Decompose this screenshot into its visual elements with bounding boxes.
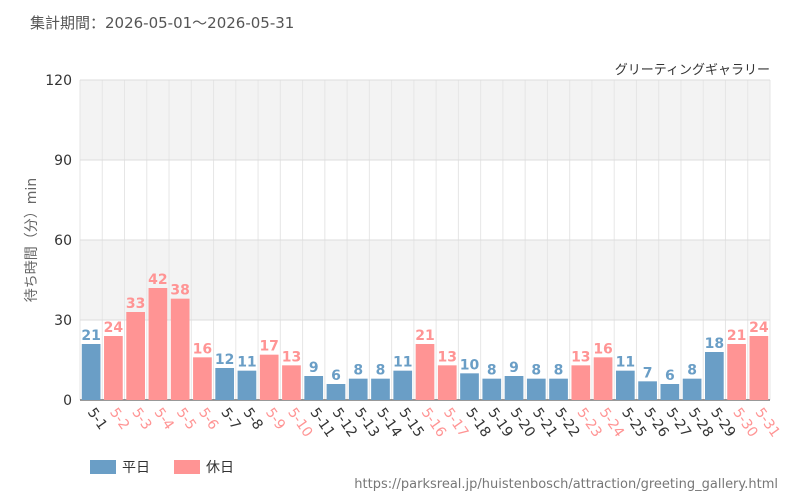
bar <box>526 378 546 400</box>
x-tick-label: 5-4 <box>151 405 177 433</box>
bar <box>660 384 680 400</box>
bar <box>593 357 613 400</box>
value-label: 8 <box>353 363 363 379</box>
grid-band <box>80 80 770 160</box>
bar <box>460 373 479 400</box>
value-label: 11 <box>616 355 635 371</box>
value-label: 8 <box>687 363 697 379</box>
bar <box>437 365 457 400</box>
x-tick-label: 5-9 <box>262 405 288 433</box>
x-tick-label: 5-8 <box>240 405 266 433</box>
value-label: 6 <box>331 368 341 384</box>
source: https://parksreal.jp/huistenbosch/attrac… <box>354 477 778 492</box>
value-label: 13 <box>438 349 457 365</box>
x-tick-label: 5-6 <box>195 405 221 433</box>
value-label: 21 <box>415 328 434 344</box>
bar <box>727 344 746 400</box>
x-tick-label: 5-2 <box>106 405 132 433</box>
value-label: 16 <box>193 341 212 357</box>
bar <box>615 370 635 400</box>
bar <box>682 378 702 400</box>
value-label: 11 <box>393 355 412 371</box>
bar <box>415 344 435 400</box>
bar <box>259 354 279 400</box>
legend-label: 休日 <box>206 460 234 476</box>
bar <box>104 336 123 400</box>
value-label: 8 <box>554 363 564 379</box>
x-tick-label: 5-3 <box>128 405 154 433</box>
legend-swatch <box>174 460 200 474</box>
bar <box>482 378 502 400</box>
grid-band <box>80 240 770 320</box>
value-label: 42 <box>148 272 167 288</box>
value-label: 9 <box>509 360 519 376</box>
bar <box>549 378 568 400</box>
value-label: 33 <box>126 296 145 312</box>
bar <box>504 376 524 400</box>
x-tick-label: 5-5 <box>173 405 199 433</box>
bar <box>126 312 145 400</box>
value-label: 8 <box>376 363 386 379</box>
value-label: 13 <box>571 349 590 365</box>
value-label: 9 <box>309 360 319 376</box>
value-label: 8 <box>487 363 497 379</box>
bar <box>215 368 235 400</box>
bar <box>282 365 301 400</box>
bar <box>705 352 724 400</box>
value-label: 8 <box>531 363 541 379</box>
bar <box>326 384 346 400</box>
value-label: 24 <box>749 320 769 336</box>
bar <box>371 378 390 400</box>
bar <box>638 381 657 400</box>
value-label: 18 <box>705 336 724 352</box>
y-tick-label: 90 <box>54 153 72 169</box>
y-tick-label: 120 <box>45 73 72 89</box>
bar <box>81 344 101 400</box>
chart-subtitle: グリーティングギャラリー <box>615 63 770 78</box>
value-label: 21 <box>727 328 746 344</box>
x-tick-label: 5-7 <box>217 405 243 433</box>
bar <box>749 336 769 400</box>
value-label: 17 <box>259 339 278 355</box>
bar <box>571 365 591 400</box>
y-axis-label: 待ち時間（分）min <box>24 178 40 302</box>
value-label: 16 <box>593 341 612 357</box>
bar <box>148 288 168 400</box>
value-label: 21 <box>81 328 100 344</box>
value-label: 24 <box>104 320 124 336</box>
value-label: 7 <box>643 365 653 381</box>
x-tick-label: 5-31 <box>752 405 783 440</box>
value-label: 12 <box>215 352 234 368</box>
y-tick-label: 0 <box>63 393 72 409</box>
x-tick-label: 5-1 <box>84 405 110 433</box>
value-label: 10 <box>460 357 480 373</box>
bar <box>237 370 257 400</box>
bar <box>304 376 324 400</box>
value-label: 38 <box>170 283 189 299</box>
legend-swatch <box>90 460 116 474</box>
value-label: 6 <box>665 368 675 384</box>
bar <box>170 298 190 400</box>
y-tick-label: 60 <box>54 233 72 249</box>
y-tick-label: 30 <box>54 313 72 329</box>
value-label: 13 <box>282 349 301 365</box>
value-label: 11 <box>237 355 256 371</box>
bar <box>393 370 413 400</box>
bar <box>193 357 212 400</box>
chart-title: 集計期間：2026-05-01～2026-05-31 <box>30 14 294 32</box>
bar <box>348 378 368 400</box>
legend-label: 平日 <box>122 460 150 476</box>
